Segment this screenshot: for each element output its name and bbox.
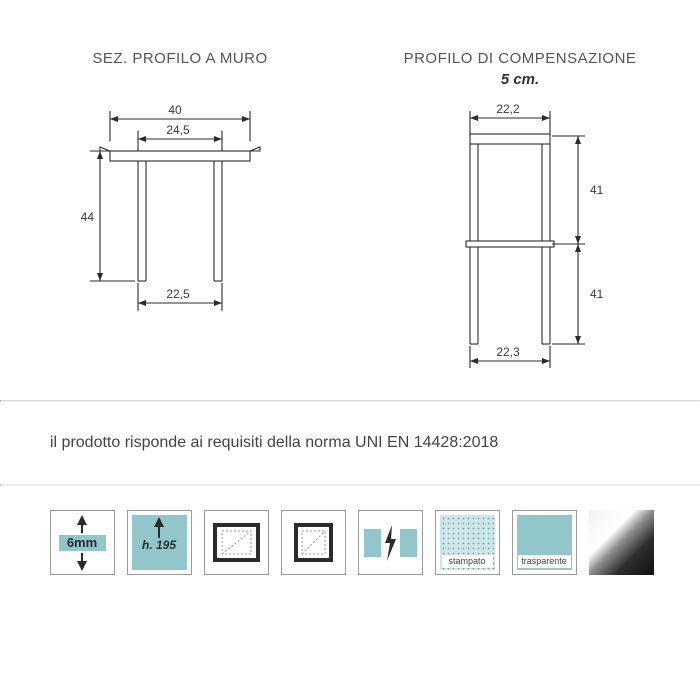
dim-r-h1: 41 [590,183,604,197]
compliance-text: il prodotto risponde ai requisiti della … [0,402,700,484]
svg-text:stampato: stampato [448,556,485,566]
height-icon: h. 195 [127,510,192,575]
feature-icons-row: 6mm h. 195 [0,486,700,575]
left-diagram-svg: 40 24,5 [50,71,310,331]
dim-height: 44 [81,210,95,224]
svg-text:6mm: 6mm [67,535,97,550]
dim-bottom: 22,5 [166,287,190,301]
transparent-icon: trasparente [512,510,577,575]
compensation-profile: PROFILO DI COMPENSAZIONE 5 cm. 22,2 [380,50,660,380]
chrome-finish-icon [589,510,654,575]
thickness-icon: 6mm [50,510,115,575]
right-diagram-svg: 22,2 [410,96,630,376]
svg-text:trasparente: trasparente [521,556,567,566]
dim-r-top: 22,2 [496,102,520,116]
dim-r-h2: 41 [590,287,604,301]
left-title: SEZ. PROFILO A MURO [40,50,320,67]
svg-text:h. 195: h. 195 [142,538,176,552]
right-title: PROFILO DI COMPENSAZIONE [380,50,660,67]
opening-rect-2-icon [281,510,346,575]
right-subtitle: 5 cm. [380,71,660,88]
wall-profile-section: SEZ. PROFILO A MURO 40 24,5 [40,50,320,380]
opening-rect-1-icon [204,510,269,575]
dim-top-inner: 24,5 [166,123,190,137]
dim-r-bottom: 22,3 [496,345,520,359]
stamped-icon: stampato [435,510,500,575]
bolt-icon [358,510,423,575]
dim-top-outer: 40 [168,103,182,117]
